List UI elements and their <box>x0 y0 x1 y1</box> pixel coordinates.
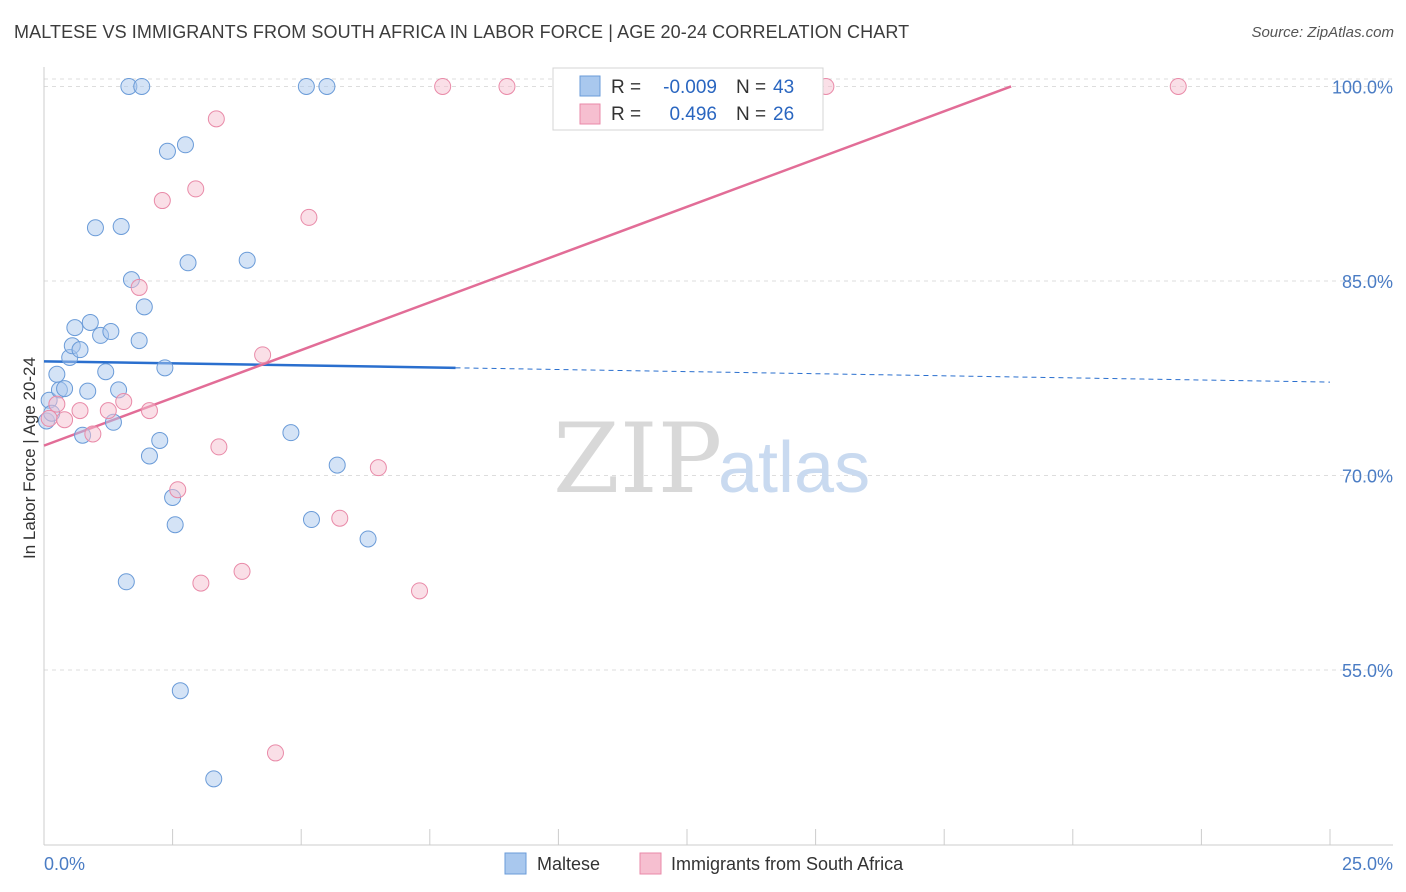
stats-legend: R = -0.009 N = 43 R = 0.496 N = 26 <box>552 67 824 131</box>
point-south-africa <box>187 180 205 198</box>
point-maltese <box>135 298 153 316</box>
point-south-africa <box>84 425 102 443</box>
point-maltese <box>318 77 336 95</box>
point-maltese <box>302 511 320 529</box>
point-south-africa <box>99 402 117 420</box>
point-maltese <box>86 219 104 237</box>
point-maltese <box>238 251 256 269</box>
point-south-africa <box>331 509 349 527</box>
point-maltese <box>71 341 89 359</box>
trend-line-maltese <box>43 360 456 370</box>
stats-legend-n-label: N = <box>736 104 766 125</box>
point-south-africa <box>153 192 171 210</box>
point-maltese <box>282 424 300 442</box>
point-maltese <box>117 573 135 591</box>
y-tick-label: 55.0% <box>1342 661 1393 681</box>
source-label: Source: ZipAtlas.com <box>1251 24 1394 41</box>
point-maltese <box>359 530 377 548</box>
point-maltese <box>171 682 189 700</box>
point-south-africa <box>169 481 187 499</box>
point-maltese <box>48 365 66 383</box>
y-tick-label: 70.0% <box>1342 466 1393 486</box>
stats-legend-n-value: 43 <box>773 77 794 98</box>
trend-lines <box>43 85 1331 447</box>
y-tick-label: 85.0% <box>1342 272 1393 292</box>
axes <box>43 67 1393 846</box>
point-maltese <box>176 136 194 154</box>
stats-legend-r-label: R = <box>611 104 641 125</box>
point-maltese <box>156 359 174 377</box>
point-south-africa <box>140 402 158 420</box>
stats-legend-swatch-south-africa <box>579 103 601 125</box>
point-south-africa <box>411 582 429 600</box>
y-axis-label: In Labor Force | Age 20-24 <box>20 357 39 559</box>
point-south-africa <box>498 77 516 95</box>
point-maltese <box>158 142 176 160</box>
stats-legend-r-label: R = <box>611 77 641 98</box>
y-tick-label: 100.0% <box>1332 77 1393 97</box>
stats-legend-n-label: N = <box>736 77 766 98</box>
point-south-africa <box>254 346 272 364</box>
point-maltese <box>66 319 84 337</box>
trend-line-maltese <box>455 367 1331 383</box>
stats-legend-r-value: 0.496 <box>669 104 717 125</box>
point-south-africa <box>115 393 133 411</box>
point-maltese <box>151 431 169 449</box>
bottom-legend: Maltese Immigrants from South Africa <box>504 852 904 875</box>
point-south-africa <box>71 402 89 420</box>
point-south-africa <box>130 278 148 296</box>
point-maltese <box>179 254 197 272</box>
point-maltese <box>112 217 130 235</box>
watermark: ZIP atlas <box>553 403 870 515</box>
trend-line-south-africa <box>43 85 1012 447</box>
point-maltese <box>56 380 74 398</box>
watermark-zip: ZIP <box>553 403 722 515</box>
point-south-africa <box>300 208 318 226</box>
point-south-africa <box>1169 77 1187 95</box>
stats-legend-n-value: 26 <box>773 104 794 125</box>
x-tick-label: 0.0% <box>44 854 85 874</box>
point-south-africa <box>369 459 387 477</box>
bottom-legend-label-maltese: Maltese <box>537 854 600 874</box>
point-maltese <box>79 382 97 400</box>
point-maltese <box>97 363 115 381</box>
watermark-atlas: atlas <box>718 428 870 508</box>
point-south-africa <box>266 744 284 762</box>
point-south-africa <box>207 110 225 128</box>
point-maltese <box>328 456 346 474</box>
point-maltese <box>297 77 315 95</box>
point-south-africa <box>233 562 251 580</box>
point-maltese <box>205 770 223 788</box>
point-maltese <box>130 332 148 350</box>
point-maltese <box>166 516 184 534</box>
stats-legend-swatch-maltese <box>579 75 601 97</box>
point-maltese <box>81 313 99 331</box>
y-tick-labels: 55.0% 70.0% 85.0% 100.0% <box>1332 77 1393 681</box>
point-maltese <box>102 323 120 341</box>
grid-lines <box>44 78 1393 671</box>
bottom-legend-label-south-africa: Immigrants from South Africa <box>671 854 904 874</box>
stats-legend-r-value: -0.009 <box>663 77 717 98</box>
point-south-africa <box>40 409 58 427</box>
point-south-africa <box>210 438 228 456</box>
chart-title: MALTESE VS IMMIGRANTS FROM SOUTH AFRICA … <box>14 22 910 42</box>
point-maltese <box>133 77 151 95</box>
bottom-legend-swatch-maltese <box>504 852 527 875</box>
point-south-africa <box>434 77 452 95</box>
point-south-africa <box>48 395 66 413</box>
point-south-africa <box>192 574 210 592</box>
point-south-africa <box>56 411 74 429</box>
x-tick-label: 25.0% <box>1342 854 1393 874</box>
x-tick-labels: 0.0% 25.0% <box>44 854 1393 874</box>
bottom-legend-swatch-south-africa <box>639 852 662 875</box>
data-points <box>38 77 1187 788</box>
point-maltese <box>140 447 158 465</box>
